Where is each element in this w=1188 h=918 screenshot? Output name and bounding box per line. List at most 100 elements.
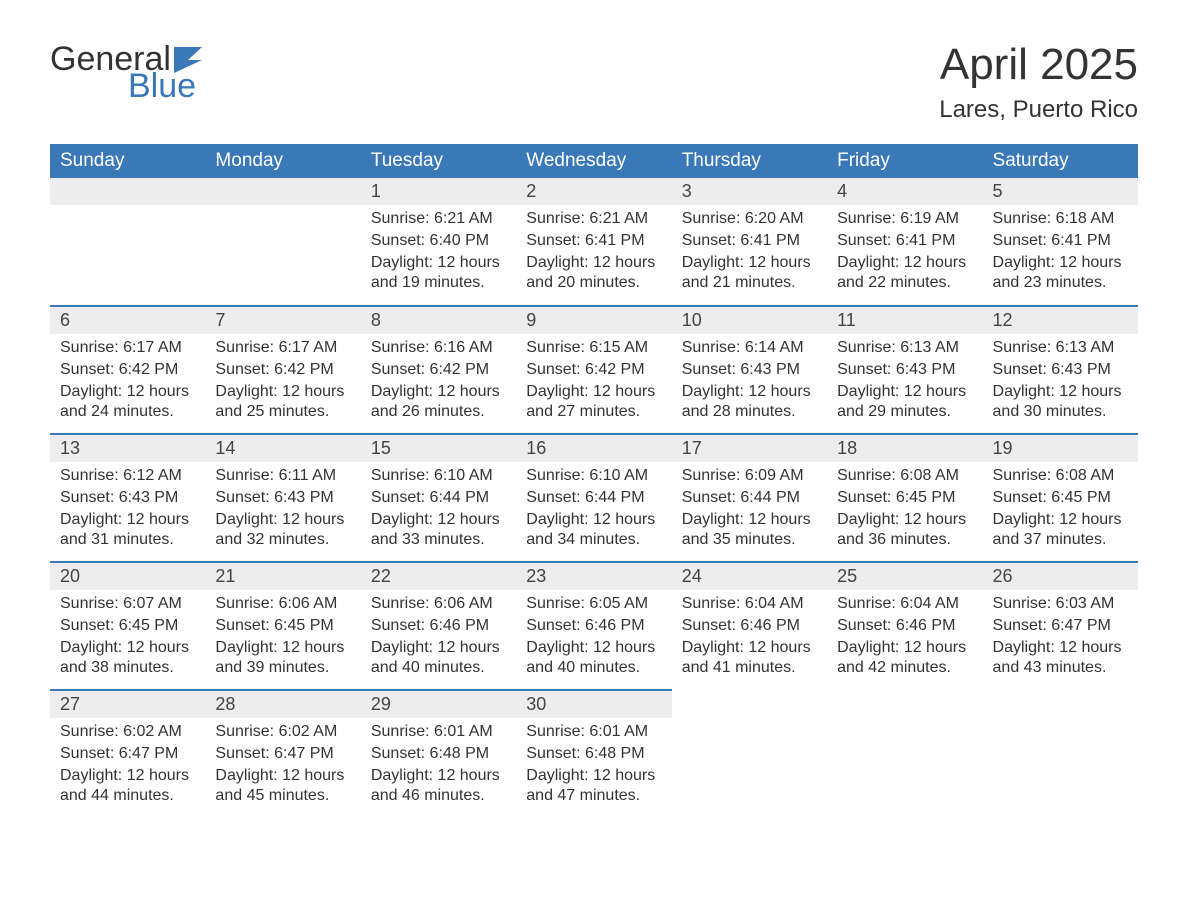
day-header: Saturday [983,144,1138,178]
page-title: April 2025 [939,40,1138,90]
calendar-day-cell: 21Sunrise: 6:06 AMSunset: 6:45 PMDayligh… [205,562,360,690]
day-body: Sunrise: 6:09 AMSunset: 6:44 PMDaylight:… [672,462,827,556]
sunset-line: Sunset: 6:47 PM [215,744,350,765]
daylight-line: Daylight: 12 hours and 35 minutes. [682,510,817,552]
day-number: 2 [516,178,671,205]
sunrise-line: Sunrise: 6:11 AM [215,466,350,487]
calendar-day-cell: 30Sunrise: 6:01 AMSunset: 6:48 PMDayligh… [516,690,671,818]
sunset-line: Sunset: 6:43 PM [215,488,350,509]
daylight-line: Daylight: 12 hours and 40 minutes. [526,638,661,680]
sunset-line: Sunset: 6:45 PM [60,616,195,637]
day-number: 12 [983,307,1138,334]
daylight-line: Daylight: 12 hours and 36 minutes. [837,510,972,552]
calendar-week-row: 6Sunrise: 6:17 AMSunset: 6:42 PMDaylight… [50,306,1138,434]
day-body: Sunrise: 6:15 AMSunset: 6:42 PMDaylight:… [516,334,671,428]
sunrise-line: Sunrise: 6:19 AM [837,209,972,230]
sunrise-line: Sunrise: 6:01 AM [526,722,661,743]
calendar-day-cell: 7Sunrise: 6:17 AMSunset: 6:42 PMDaylight… [205,306,360,434]
sunset-line: Sunset: 6:43 PM [60,488,195,509]
day-number: 11 [827,307,982,334]
logo-text-blue: Blue [128,67,196,106]
sunrise-line: Sunrise: 6:20 AM [682,209,817,230]
day-body: Sunrise: 6:02 AMSunset: 6:47 PMDaylight:… [50,718,205,812]
day-body: Sunrise: 6:17 AMSunset: 6:42 PMDaylight:… [205,334,360,428]
day-header: Friday [827,144,982,178]
sunset-line: Sunset: 6:46 PM [682,616,817,637]
calendar-day-cell: 16Sunrise: 6:10 AMSunset: 6:44 PMDayligh… [516,434,671,562]
sunrise-line: Sunrise: 6:06 AM [215,594,350,615]
sunset-line: Sunset: 6:46 PM [526,616,661,637]
sunset-line: Sunset: 6:45 PM [215,616,350,637]
day-body: Sunrise: 6:08 AMSunset: 6:45 PMDaylight:… [983,462,1138,556]
calendar-day-cell: 8Sunrise: 6:16 AMSunset: 6:42 PMDaylight… [361,306,516,434]
day-body: Sunrise: 6:19 AMSunset: 6:41 PMDaylight:… [827,205,982,299]
day-number: 13 [50,435,205,462]
sunrise-line: Sunrise: 6:13 AM [837,338,972,359]
daylight-line: Daylight: 12 hours and 24 minutes. [60,382,195,424]
sunrise-line: Sunrise: 6:15 AM [526,338,661,359]
day-body: Sunrise: 6:11 AMSunset: 6:43 PMDaylight:… [205,462,360,556]
sunset-line: Sunset: 6:42 PM [371,360,506,381]
day-number: 4 [827,178,982,205]
daylight-line: Daylight: 12 hours and 21 minutes. [682,253,817,295]
sunrise-line: Sunrise: 6:14 AM [682,338,817,359]
daylight-line: Daylight: 12 hours and 41 minutes. [682,638,817,680]
daylight-line: Daylight: 12 hours and 22 minutes. [837,253,972,295]
day-number: 16 [516,435,671,462]
daylight-line: Daylight: 12 hours and 27 minutes. [526,382,661,424]
sunset-line: Sunset: 6:40 PM [371,231,506,252]
day-header: Tuesday [361,144,516,178]
daylight-line: Daylight: 12 hours and 31 minutes. [60,510,195,552]
page-header: General Blue April 2025 Lares, Puerto Ri… [50,40,1138,124]
calendar-day-cell [50,178,205,306]
calendar-day-cell [983,690,1138,818]
day-body: Sunrise: 6:06 AMSunset: 6:46 PMDaylight:… [361,590,516,684]
day-body: Sunrise: 6:20 AMSunset: 6:41 PMDaylight:… [672,205,827,299]
calendar-day-cell: 6Sunrise: 6:17 AMSunset: 6:42 PMDaylight… [50,306,205,434]
sunset-line: Sunset: 6:45 PM [837,488,972,509]
sunrise-line: Sunrise: 6:03 AM [993,594,1128,615]
calendar-day-cell: 2Sunrise: 6:21 AMSunset: 6:41 PMDaylight… [516,178,671,306]
day-body: Sunrise: 6:01 AMSunset: 6:48 PMDaylight:… [516,718,671,812]
calendar-day-cell: 3Sunrise: 6:20 AMSunset: 6:41 PMDaylight… [672,178,827,306]
day-body: Sunrise: 6:12 AMSunset: 6:43 PMDaylight:… [50,462,205,556]
calendar-day-cell: 5Sunrise: 6:18 AMSunset: 6:41 PMDaylight… [983,178,1138,306]
calendar-day-cell: 11Sunrise: 6:13 AMSunset: 6:43 PMDayligh… [827,306,982,434]
calendar-day-cell: 13Sunrise: 6:12 AMSunset: 6:43 PMDayligh… [50,434,205,562]
calendar-day-cell: 19Sunrise: 6:08 AMSunset: 6:45 PMDayligh… [983,434,1138,562]
day-body: Sunrise: 6:04 AMSunset: 6:46 PMDaylight:… [827,590,982,684]
sunrise-line: Sunrise: 6:02 AM [60,722,195,743]
daylight-line: Daylight: 12 hours and 29 minutes. [837,382,972,424]
daylight-line: Daylight: 12 hours and 19 minutes. [371,253,506,295]
sunrise-line: Sunrise: 6:02 AM [215,722,350,743]
day-number: 25 [827,563,982,590]
logo: General Blue [50,40,208,106]
calendar-week-row: 1Sunrise: 6:21 AMSunset: 6:40 PMDaylight… [50,178,1138,306]
day-header: Wednesday [516,144,671,178]
day-header: Thursday [672,144,827,178]
daylight-line: Daylight: 12 hours and 34 minutes. [526,510,661,552]
day-number: 17 [672,435,827,462]
day-number: 21 [205,563,360,590]
day-number: 10 [672,307,827,334]
daylight-line: Daylight: 12 hours and 38 minutes. [60,638,195,680]
calendar-day-cell: 1 Sunrise: 6:21 AMSunset: 6:40 PMDaylight… [361,178,516,306]
sunrise-line: Sunrise: 6:21 AM [371,209,506,230]
day-number: 6 [50,307,205,334]
day-body: Sunrise: 6:13 AMSunset: 6:43 PMDaylight:… [983,334,1138,428]
daylight-line: Daylight: 12 hours and 46 minutes. [371,766,506,808]
sunrise-line: Sunrise: 6:04 AM [682,594,817,615]
day-number: 30 [516,691,671,718]
daylight-line: Daylight: 12 hours and 25 minutes. [215,382,350,424]
day-number: 8 [361,307,516,334]
sunset-line: Sunset: 6:44 PM [682,488,817,509]
daylight-line: Daylight: 12 hours and 20 minutes. [526,253,661,295]
day-number: 1 [361,178,516,205]
sunrise-line: Sunrise: 6:08 AM [837,466,972,487]
calendar-week-row: 20Sunrise: 6:07 AMSunset: 6:45 PMDayligh… [50,562,1138,690]
day-number [205,178,360,205]
calendar-day-cell: 28Sunrise: 6:02 AMSunset: 6:47 PMDayligh… [205,690,360,818]
day-number: 27 [50,691,205,718]
day-number: 5 [983,178,1138,205]
day-body: Sunrise: 6:13 AMSunset: 6:43 PMDaylight:… [827,334,982,428]
